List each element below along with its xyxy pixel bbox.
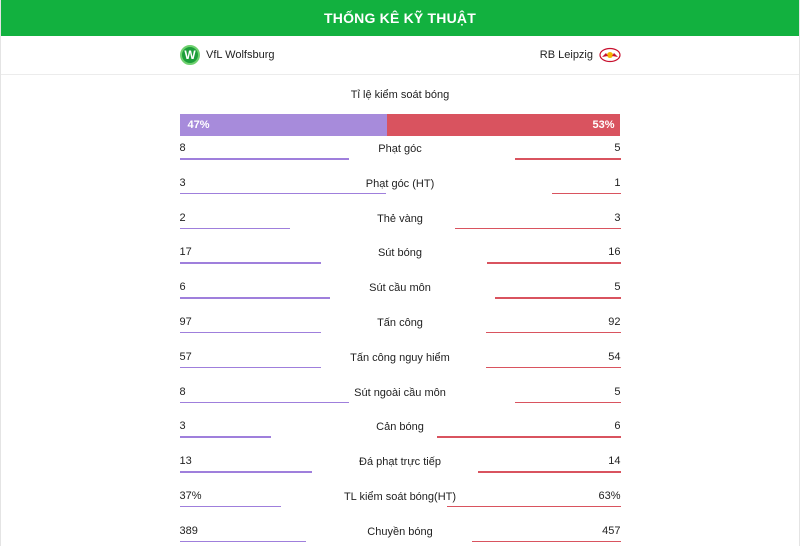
stat-away-bar xyxy=(551,192,621,195)
stat-row: 57 Tấn công nguy hiểm 54 xyxy=(179,345,621,380)
stat-away-bar xyxy=(455,227,621,230)
panel-title: THỐNG KÊ KỸ THUẬT xyxy=(324,10,476,26)
stat-row: 8 Phạt góc 5 xyxy=(179,136,621,171)
stat-label: Cản bóng xyxy=(376,421,424,434)
stat-row: 3 Cản bóng 6 xyxy=(179,414,621,449)
stat-home-value: 13 xyxy=(179,455,192,468)
away-team-name: RB Leipzig xyxy=(539,49,593,61)
stat-away-value: 14 xyxy=(608,455,621,468)
stat-home-bar xyxy=(179,192,387,195)
stat-row: 3 Phạt góc (HT) 1 xyxy=(179,171,621,206)
stat-label: Tấn công xyxy=(377,316,423,329)
stat-label: Chuyền bóng xyxy=(367,525,433,538)
stat-away-bar xyxy=(514,158,621,160)
stat-label: Sút bóng xyxy=(377,247,423,260)
stat-row: 389 Chuyền bóng 457 xyxy=(179,519,621,546)
stat-home-bar xyxy=(179,505,282,508)
away-team[interactable]: RB Leipzig xyxy=(540,47,621,63)
stat-away-value: 54 xyxy=(608,350,621,363)
possession-away-fill: 53% xyxy=(386,114,621,136)
stat-away-bar xyxy=(477,471,621,473)
home-team-name: VfL Wolfsburg xyxy=(206,49,275,61)
stat-home-value: 97 xyxy=(179,315,192,328)
stat-row: 6 Sút cầu môn 5 xyxy=(179,275,621,310)
stat-home-bar xyxy=(179,471,313,473)
stat-away-value: 16 xyxy=(608,246,621,259)
stat-home-bar xyxy=(179,401,350,404)
stat-row: 97 Tấn công 92 xyxy=(179,310,621,345)
stat-home-bar xyxy=(179,436,272,438)
stat-label: Sút ngoài cầu môn xyxy=(354,386,446,399)
possession-bar: 47% 53% xyxy=(179,114,621,136)
stat-home-value: 8 xyxy=(179,385,186,398)
stat-away-bar xyxy=(486,262,621,264)
stat-home-value: 3 xyxy=(179,176,186,189)
possession-title: Tỉ lệ kiểm soát bóng xyxy=(350,89,450,101)
stat-away-value: 457 xyxy=(602,524,621,537)
stat-home-bar xyxy=(179,366,322,369)
stat-away-value: 5 xyxy=(614,142,621,154)
stat-label: Tấn công nguy hiểm xyxy=(350,351,450,364)
leipzig-logo-icon xyxy=(599,47,621,63)
stat-label: TL kiểm soát bóng(HT) xyxy=(343,490,457,503)
stat-home-value: 6 xyxy=(179,281,186,294)
stat-row: 37% TL kiểm soát bóng(HT) 63% xyxy=(179,484,621,519)
stat-home-value: 17 xyxy=(179,246,192,259)
stat-away-value: 3 xyxy=(614,211,621,224)
stat-row: 8 Sút ngoài cầu môn 5 xyxy=(179,380,621,415)
stat-label: Thẻ vàng xyxy=(377,212,423,225)
stat-away-bar xyxy=(486,331,621,334)
stat-home-value: 389 xyxy=(179,524,198,537)
home-team[interactable]: W VfL Wolfsburg xyxy=(180,45,274,65)
stat-away-bar xyxy=(436,436,621,438)
stat-away-value: 1 xyxy=(614,176,621,189)
stat-away-value: 63% xyxy=(598,489,621,502)
stat-home-bar xyxy=(179,158,350,160)
stat-away-value: 6 xyxy=(614,420,621,433)
stat-home-value: 8 xyxy=(179,142,186,154)
stat-home-value: 2 xyxy=(179,211,186,224)
possession-away-label: 53% xyxy=(592,119,615,131)
stat-label: Sút cầu môn xyxy=(369,282,431,295)
stat-away-bar xyxy=(495,297,621,299)
stat-home-bar xyxy=(179,227,290,230)
stat-label: Đá phạt trực tiếp xyxy=(359,456,441,469)
possession-home-label: 47% xyxy=(187,119,210,131)
stat-label: Phạt góc xyxy=(378,143,422,155)
stat-away-bar xyxy=(446,505,621,508)
stat-home-value: 37% xyxy=(179,489,202,502)
stat-away-bar xyxy=(471,540,621,543)
stats-list: 8 Phạt góc 5 3 Phạt góc (HT) 1 2 Thẻ vàng 3 17 Sút… xyxy=(179,136,621,546)
stat-row: 2 Thẻ vàng 3 xyxy=(179,206,621,241)
stat-row: 13 Đá phạt trực tiếp 14 xyxy=(179,449,621,484)
stat-home-bar xyxy=(179,297,330,299)
stat-home-value: 3 xyxy=(179,420,186,433)
stat-home-value: 57 xyxy=(179,350,192,363)
stat-row: 17 Sút bóng 16 xyxy=(179,240,621,275)
possession-home-fill: 47% xyxy=(179,114,387,136)
stat-home-bar xyxy=(179,540,307,543)
stat-away-value: 5 xyxy=(614,385,621,398)
stat-away-value: 92 xyxy=(608,315,621,328)
stat-away-value: 5 xyxy=(614,281,621,294)
teams-row: W VfL Wolfsburg RB Leipzig xyxy=(1,36,799,75)
stat-home-bar xyxy=(179,262,322,264)
stat-away-bar xyxy=(486,366,621,369)
stat-away-bar xyxy=(514,401,621,404)
panel-header: THỐNG KÊ KỸ THUẬT xyxy=(1,0,799,36)
wolfsburg-logo-icon: W xyxy=(180,45,200,65)
stat-label: Phạt góc (HT) xyxy=(365,177,435,190)
stat-home-bar xyxy=(179,331,321,334)
